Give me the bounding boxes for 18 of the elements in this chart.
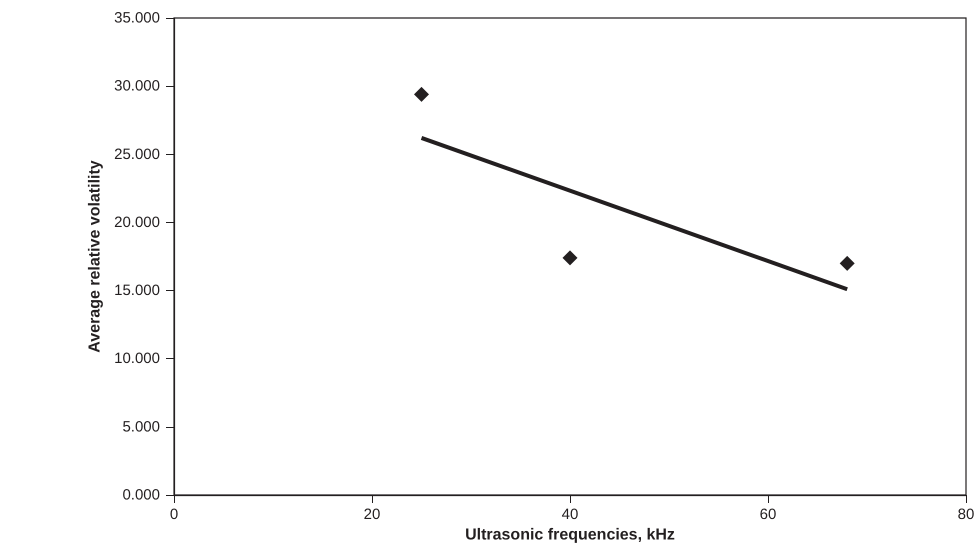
y-tick-label: 30.000	[114, 78, 160, 95]
y-tick-label: 0.000	[122, 486, 160, 504]
y-tick-label: 5.000	[122, 418, 160, 436]
point	[562, 250, 578, 266]
point	[414, 86, 429, 102]
y-tick-label: 20.000	[114, 214, 160, 231]
x-tick-label: 80	[958, 506, 974, 523]
x-tick-label: 0	[170, 506, 178, 523]
x-axis-title: Ultrasonic frequencies, kHz	[465, 526, 675, 544]
y-tick-label: 25.000	[114, 146, 160, 163]
x-tick-label: 60	[760, 506, 776, 523]
x-tick-label: 20	[364, 506, 380, 523]
x-tick-label: 40	[562, 506, 578, 523]
point	[840, 256, 855, 271]
y-tick-label: 15.000	[114, 282, 160, 300]
y-tick-label: 10.000	[114, 350, 160, 368]
y-tick-label: 35.000	[114, 10, 160, 26]
y-axis-title: Average relative volatility	[86, 160, 104, 353]
